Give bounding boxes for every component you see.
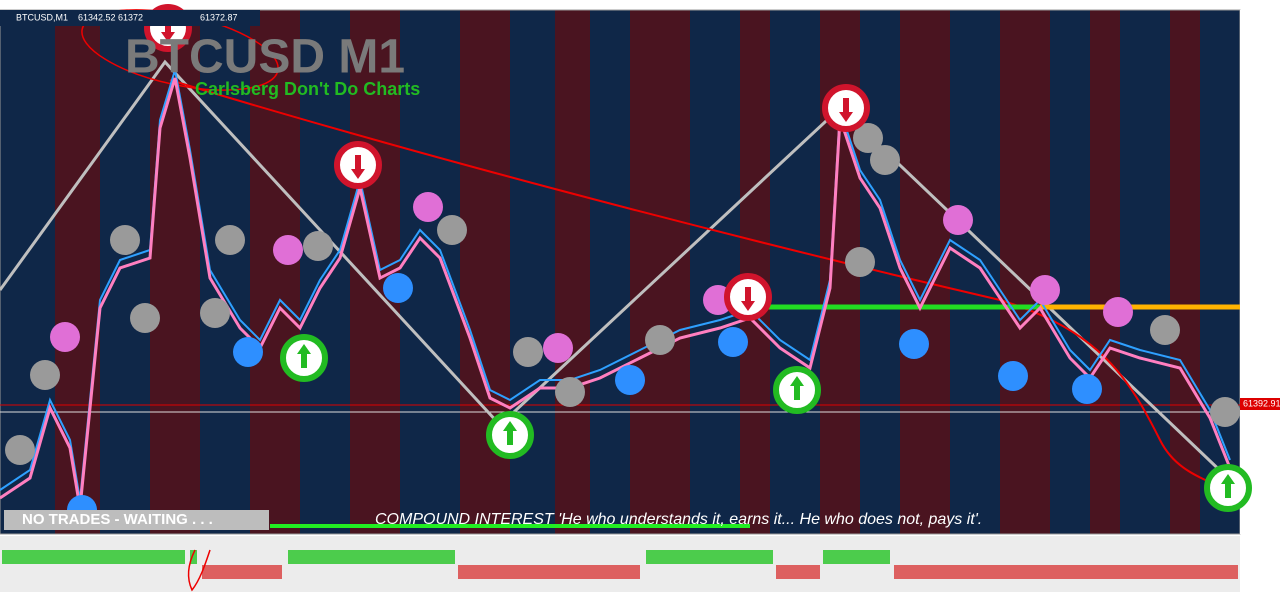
signal-dot bbox=[413, 192, 443, 222]
price-tag bbox=[1240, 398, 1280, 410]
signal-dot bbox=[383, 273, 413, 303]
signal-dot bbox=[1072, 374, 1102, 404]
arrow-icon bbox=[839, 98, 853, 122]
signal-dot bbox=[943, 205, 973, 235]
signal-dot bbox=[30, 360, 60, 390]
bull-bar bbox=[288, 550, 455, 564]
signal-dot bbox=[1030, 275, 1060, 305]
price-axis bbox=[1240, 10, 1280, 534]
bear-bar bbox=[776, 565, 820, 579]
overlay-title: BTCUSD M1 bbox=[125, 31, 405, 84]
bull-bar bbox=[2, 550, 185, 564]
arrow-icon bbox=[351, 155, 365, 179]
signal-dot bbox=[853, 123, 883, 153]
signal-dot bbox=[1103, 297, 1133, 327]
signal-dot bbox=[233, 337, 263, 367]
stripe bbox=[100, 10, 150, 534]
stripe bbox=[900, 10, 950, 534]
quote-label: 61342.52 61372 bbox=[78, 12, 143, 22]
stripe bbox=[770, 10, 820, 534]
stripe bbox=[55, 10, 100, 534]
indicator-panel bbox=[0, 536, 1240, 592]
signal-dot bbox=[615, 365, 645, 395]
stripe bbox=[1000, 10, 1050, 534]
signal-dot bbox=[899, 329, 929, 359]
stripe bbox=[740, 10, 770, 534]
signal-dot bbox=[845, 247, 875, 277]
signal-dot bbox=[130, 303, 160, 333]
signal-dot bbox=[555, 377, 585, 407]
status-box bbox=[4, 510, 269, 530]
signal-dot bbox=[50, 322, 80, 352]
symbol-label: BTCUSD,M1 bbox=[16, 12, 68, 22]
arrow-icon bbox=[1221, 474, 1235, 498]
signal-dot bbox=[200, 298, 230, 328]
stripe bbox=[950, 10, 1000, 534]
stripe bbox=[1090, 10, 1120, 534]
signal-dot bbox=[718, 327, 748, 357]
quote-text: COMPOUND INTEREST 'He who understands it… bbox=[375, 511, 982, 528]
arrow-icon bbox=[503, 421, 517, 445]
bear-bar bbox=[202, 565, 282, 579]
stripe bbox=[1120, 10, 1170, 534]
arrow-icon bbox=[741, 287, 755, 311]
signal-dot bbox=[215, 225, 245, 255]
signal-dot bbox=[543, 333, 573, 363]
stripe bbox=[630, 10, 690, 534]
signal-dot bbox=[998, 361, 1028, 391]
signal-dot bbox=[273, 235, 303, 265]
stripe bbox=[690, 10, 740, 534]
signal-dot bbox=[437, 215, 467, 245]
header-bar bbox=[0, 10, 260, 26]
stripe bbox=[555, 10, 590, 534]
price-tag-label: 61392.91 bbox=[1243, 398, 1280, 408]
stripe bbox=[150, 10, 200, 534]
signal-dot bbox=[870, 145, 900, 175]
bear-bar bbox=[894, 565, 1238, 579]
overlay-subtitle: Carlsberg Don't Do Charts bbox=[195, 79, 420, 99]
signal-arrows bbox=[144, 4, 1252, 512]
arrow-icon bbox=[297, 344, 311, 368]
session-stripes bbox=[0, 10, 1240, 534]
signal-dot bbox=[513, 337, 543, 367]
signal-dot bbox=[1210, 397, 1240, 427]
quote-label-2: 61372.87 bbox=[200, 12, 238, 22]
bull-bar bbox=[190, 550, 197, 564]
stripe bbox=[1170, 10, 1200, 534]
stripe bbox=[590, 10, 630, 534]
stripe bbox=[250, 10, 300, 534]
stripe bbox=[400, 10, 460, 534]
bull-bar bbox=[646, 550, 773, 564]
arrow-icon bbox=[790, 376, 804, 400]
stripe bbox=[1050, 10, 1090, 534]
signal-dots bbox=[5, 123, 1240, 525]
arrow-icon bbox=[161, 18, 175, 42]
signal-dot bbox=[110, 225, 140, 255]
signal-dot bbox=[1150, 315, 1180, 345]
bear-bar bbox=[458, 565, 640, 579]
annotation-mark bbox=[187, 549, 211, 592]
indicator-bars bbox=[2, 550, 1238, 579]
status-text: NO TRADES - WAITING . . . bbox=[22, 511, 213, 528]
signal-dot bbox=[303, 231, 333, 261]
signal-dot bbox=[645, 325, 675, 355]
signal-dot bbox=[5, 435, 35, 465]
price-line bbox=[0, 69, 1231, 501]
moving-average bbox=[0, 77, 1232, 509]
bull-bar bbox=[823, 550, 890, 564]
